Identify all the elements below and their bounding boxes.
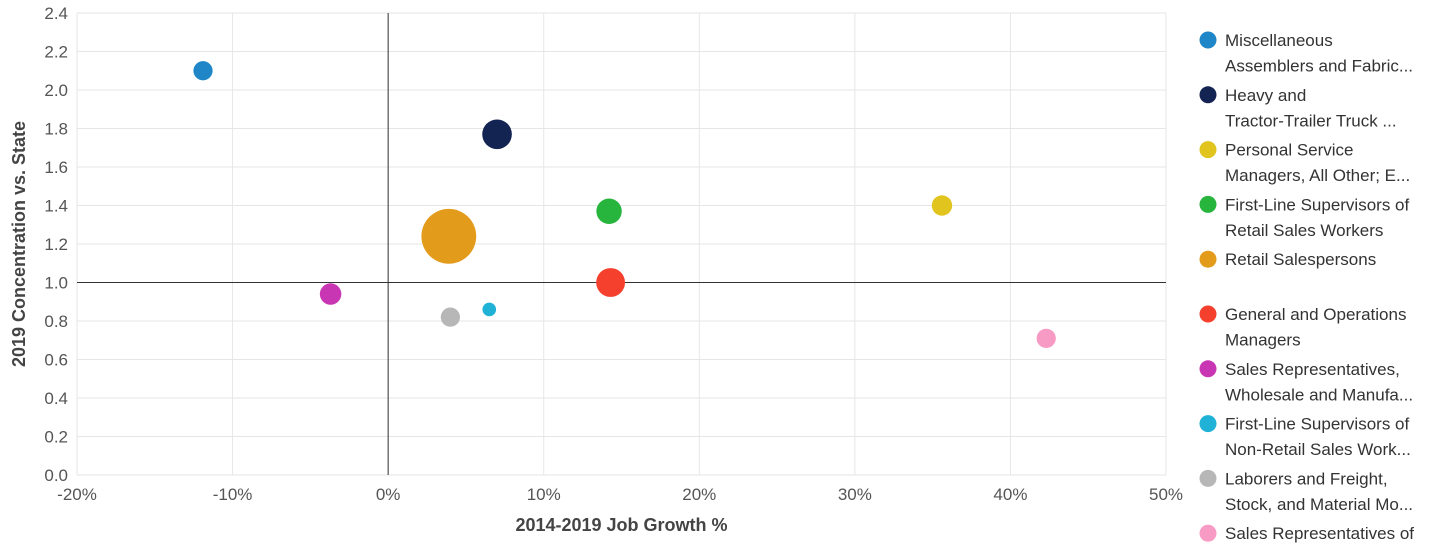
- x-axis-title: 2014-2019 Job Growth %: [515, 515, 727, 535]
- legend-marker: [1199, 360, 1217, 378]
- x-tick-label: -10%: [213, 485, 253, 504]
- x-tick-label: 30%: [838, 485, 872, 504]
- y-axis-title: 2019 Concentration vs. State: [9, 121, 29, 367]
- y-tick-label: 0.8: [44, 312, 68, 331]
- legend-label: Tractor-Trailer Truck ...: [1225, 111, 1397, 130]
- legend-marker: [1199, 250, 1217, 268]
- legend-item: Laborers and Freight, Stock, and Material…: [1199, 469, 1413, 514]
- legend-label: Wholesale and Manufa...: [1225, 385, 1413, 404]
- bubble-point: [482, 302, 497, 317]
- legend-marker: [1199, 524, 1217, 542]
- x-tick-label: 0%: [376, 485, 401, 504]
- bubbles: [193, 61, 1056, 348]
- y-tick-label: 0.4: [44, 389, 68, 408]
- legend-marker: [1199, 469, 1217, 487]
- y-tick-label: 1.2: [44, 235, 68, 254]
- y-tick-label: 0.2: [44, 428, 68, 447]
- legend: Miscellaneous Assemblers and Fabric... Hea…: [1199, 31, 1414, 543]
- legend-label: Managers, All Other; E...: [1225, 166, 1410, 185]
- y-tick-label: 2.0: [44, 81, 68, 100]
- bubble-point: [596, 268, 626, 297]
- legend-label: Sales Representatives of: [1225, 524, 1414, 543]
- y-axis-ticks: 0.0 0.2 0.4 0.6 0.8 1.0 1.2 1.4 1.6 1.8 2.0 2.2 2.4: [44, 4, 68, 485]
- legend-item: First-Line Supervisors of Retail Sales Wo…: [1199, 195, 1410, 240]
- legend-item: First-Line Supervisors of Non-Retail Sale…: [1199, 415, 1411, 459]
- y-tick-label: 1.4: [44, 197, 68, 216]
- y-tick-label: 2.4: [44, 4, 68, 23]
- bubble-point: [596, 198, 622, 224]
- legend-label: Non-Retail Sales Work...: [1225, 440, 1411, 459]
- legend-item: Heavy and Tractor-Trailer Truck ...: [1199, 86, 1397, 130]
- x-tick-label: 10%: [527, 485, 561, 504]
- legend-label: Personal Service: [1225, 141, 1354, 160]
- legend-item: Sales Representatives, Wholesale and Manu…: [1199, 360, 1413, 404]
- legend-label: Miscellaneous: [1225, 31, 1333, 50]
- legend-marker: [1199, 141, 1217, 159]
- x-tick-label: 20%: [682, 485, 716, 504]
- y-tick-label: 0.0: [44, 466, 68, 485]
- bubble-point: [421, 208, 477, 264]
- legend-marker: [1199, 415, 1217, 433]
- legend-label: Managers: [1225, 331, 1301, 350]
- x-axis-ticks: -20% -10% 0% 10% 20% 30% 40% 50%: [57, 485, 1183, 504]
- legend-marker: [1199, 86, 1217, 104]
- legend-label: Sales Representatives,: [1225, 360, 1400, 379]
- x-tick-label: 40%: [993, 485, 1027, 504]
- y-tick-label: 1.6: [44, 158, 68, 177]
- x-tick-label: -20%: [57, 485, 97, 504]
- legend-marker: [1199, 195, 1217, 213]
- bubble-point: [319, 283, 342, 305]
- bubble-point: [482, 119, 512, 150]
- legend-label: Stock, and Material Mo...: [1225, 495, 1413, 514]
- legend-item: Personal Service Managers, All Other; E..…: [1199, 141, 1410, 185]
- bubble-point: [193, 61, 213, 81]
- legend-label: Retail Sales Workers: [1225, 221, 1383, 240]
- legend-label: First-Line Supervisors of: [1225, 195, 1410, 214]
- y-tick-label: 1.0: [44, 274, 68, 293]
- y-tick-label: 2.2: [44, 43, 68, 62]
- legend-label: Laborers and Freight,: [1225, 469, 1388, 488]
- legend-item: General and Operations Managers: [1199, 305, 1406, 350]
- bubble-point: [931, 195, 953, 216]
- x-tick-label: 50%: [1149, 485, 1183, 504]
- y-tick-label: 0.6: [44, 351, 68, 370]
- gridlines: [76, 12, 1167, 476]
- legend-label: General and Operations: [1225, 305, 1406, 324]
- legend-label: First-Line Supervisors of: [1225, 415, 1410, 434]
- legend-item: Retail Salespersons: [1199, 250, 1376, 269]
- legend-label: Heavy and: [1225, 86, 1306, 105]
- legend-item: Sales Representatives ofServices, Except…: [1199, 524, 1414, 543]
- bubble-point: [1036, 328, 1056, 348]
- legend-label: Assemblers and Fabric...: [1225, 57, 1413, 76]
- bubble-point: [440, 307, 460, 327]
- y-tick-label: 1.8: [44, 120, 68, 139]
- legend-marker: [1199, 31, 1217, 49]
- legend-marker: [1199, 305, 1217, 323]
- legend-label: Retail Salespersons: [1225, 250, 1376, 269]
- legend-item: Miscellaneous Assemblers and Fabric...: [1199, 31, 1413, 76]
